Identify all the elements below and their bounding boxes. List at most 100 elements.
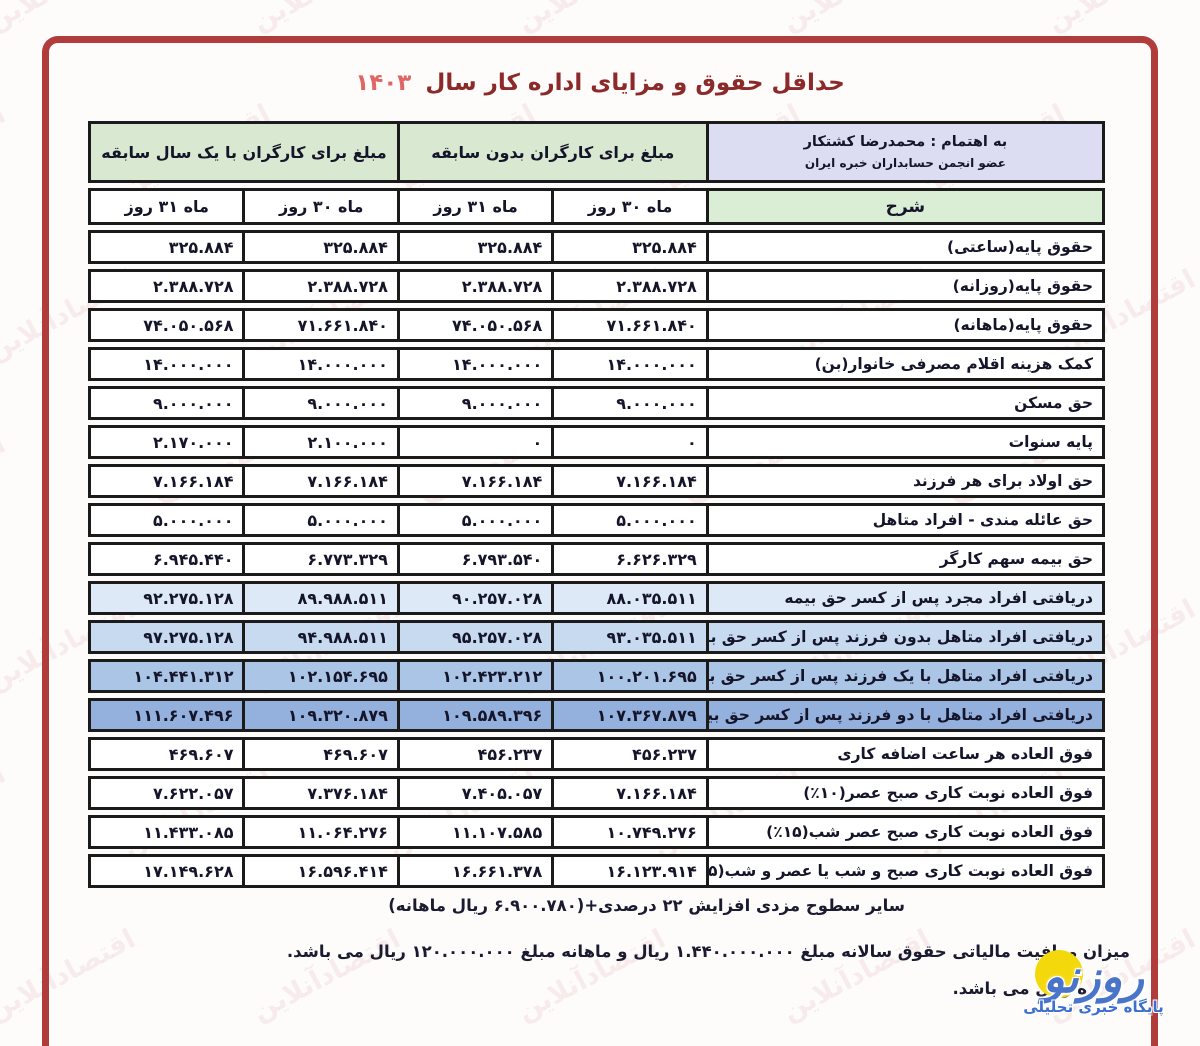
- table-row: حق مسکن ۹.۰۰۰.۰۰۰ ۹.۰۰۰.۰۰۰ ۹.۰۰۰.۰۰۰ ۹.۰۰۰.…: [88, 386, 1105, 420]
- row-label: دریافتی افراد متاهل بدون فرزند پس از کسر…: [708, 628, 1093, 646]
- row-label: کمک هزینه اقلام مصرفی خانوار(بن): [814, 355, 1093, 373]
- row-label: فوق العاده نوبت کاری صبح و شب یا عصر و ش…: [708, 862, 1093, 880]
- logo-brand-text: روزنو: [1043, 950, 1144, 1003]
- table-row: حق اولاد برای هر فرزند ۷.۱۶۶.۱۸۴ ۷.۱۶۶.۱۸۴…: [88, 464, 1105, 498]
- table-row: کمک هزینه اقلام مصرفی خانوار(بن) ۱۴.۰۰۰.۰…: [88, 347, 1105, 381]
- rooznow-logo: روزنو پایگاه خبری تحلیلی: [991, 948, 1196, 1038]
- cell-with-31: ۷۴.۰۵۰.۵۶۸: [91, 311, 246, 339]
- cell-without-31: ۵.۰۰۰.۰۰۰: [400, 506, 555, 534]
- table-row: دریافتی افراد مجرد پس از کسر حق بیمه ۸۸.۰…: [88, 581, 1105, 615]
- cell-with-30: ۹.۰۰۰.۰۰۰: [245, 389, 400, 417]
- watermark-text: اقتصادآنلاین: [1042, 0, 1200, 37]
- table-row: دریافتی افراد متاهل با یک فرزند پس از کس…: [88, 659, 1105, 693]
- table-row: حقوق پایه(ساعتی) ۳۲۵.۸۸۴ ۳۲۵.۸۸۴ ۳۲۵.۸۸۴ ۳۲۵…: [88, 230, 1105, 264]
- table-row: فوق العاده هر ساعت اضافه کاری ۴۵۶.۲۳۷ ۴۵۶.…: [88, 737, 1105, 771]
- cell-without-30: ۰: [554, 428, 709, 456]
- cell-without-30: ۱۰۷.۳۶۷.۸۷۹: [554, 701, 709, 729]
- column-header-description: شرح: [708, 191, 1102, 222]
- cell-with-30: ۹۴.۹۸۸.۵۱۱: [245, 623, 400, 651]
- table-row: حق بیمه سهم کارگر ۶.۶۲۶.۳۲۹ ۶.۷۹۳.۵۴۰ ۶.۷۷۳…: [88, 542, 1105, 576]
- cell-without-30: ۹.۰۰۰.۰۰۰: [554, 389, 709, 417]
- cell-without-30: ۸۸.۰۳۵.۵۱۱: [554, 584, 709, 612]
- cell-with-30: ۶.۷۷۳.۳۲۹: [245, 545, 400, 573]
- cell-with-30: ۷.۳۷۶.۱۸۴: [245, 779, 400, 807]
- watermark-text: اقتصادآنلاین: [777, 0, 935, 37]
- table-group-header-row: به اهتمام : محمدرضا کشتکار عضو انجمن حسا…: [88, 121, 1105, 183]
- cell-without-31: ۰: [400, 428, 555, 456]
- cell-without-31: ۹۵.۲۵۷.۰۲۸: [400, 623, 555, 651]
- row-label: حق مسکن: [1014, 394, 1093, 412]
- footnote-tax-exemption: میزان معافیت مالیاتی حقوق سالانه مبلغ ۱.…: [286, 942, 1130, 961]
- row-label: حقوق پایه(روزانه): [952, 277, 1093, 295]
- cell-without-31: ۲.۳۸۸.۷۲۸: [400, 272, 555, 300]
- table-subheader-row: شرح ماه ۳۰ روز ماه ۳۱ روز ماه ۳۰ روز ماه…: [88, 188, 1105, 225]
- cell-with-30: ۷.۱۶۶.۱۸۴: [245, 467, 400, 495]
- cell-without-31: ۹.۰۰۰.۰۰۰: [400, 389, 555, 417]
- row-label: فوق العاده نوبت کاری صبح عصر شب(۱۵٪): [766, 823, 1093, 841]
- cell-without-31: ۷.۱۶۶.۱۸۴: [400, 467, 555, 495]
- row-label: دریافتی افراد مجرد پس از کسر حق بیمه: [784, 589, 1093, 607]
- watermark-text: اقتصادآنلاین: [512, 0, 670, 37]
- page-border-frame: [42, 36, 1158, 1046]
- table-row: فوق العاده نوبت کاری صبح و شب یا عصر و ش…: [88, 854, 1105, 888]
- table-row: دریافتی افراد متاهل بدون فرزند پس از کسر…: [88, 620, 1105, 654]
- cell-with-30: ۱۱.۰۶۴.۲۷۶: [245, 818, 400, 846]
- cell-without-31: ۶.۷۹۳.۵۴۰: [400, 545, 555, 573]
- attribution-line1: به اهتمام : محمدرضا کشتکار: [803, 134, 1008, 151]
- cell-with-30: ۱۰۹.۳۲۰.۸۷۹: [245, 701, 400, 729]
- cell-with-31: ۲.۱۷۰.۰۰۰: [91, 428, 246, 456]
- row-label: دریافتی افراد متاهل با یک فرزند پس از کس…: [708, 667, 1093, 685]
- table-row: حق عائله مندی - افراد متاهل ۵.۰۰۰.۰۰۰ ۵.۰۰…: [88, 503, 1105, 537]
- watermark-text: اقتصادآنلاین: [247, 0, 405, 37]
- row-label: حق بیمه سهم کارگر: [939, 550, 1093, 568]
- cell-with-31: ۵.۰۰۰.۰۰۰: [91, 506, 246, 534]
- footnote-other-wage-levels: سایر سطوح مزدی افزایش ۲۲ درصدی+(۶.۹۰۰.۷۸…: [388, 896, 905, 915]
- cell-with-30: ۲.۳۸۸.۷۲۸: [245, 272, 400, 300]
- cell-without-30: ۶.۶۲۶.۳۲۹: [554, 545, 709, 573]
- cell-with-30: ۵.۰۰۰.۰۰۰: [245, 506, 400, 534]
- cell-with-30: ۱۶.۵۹۶.۴۱۴: [245, 857, 400, 885]
- column-header-with-30: ماه ۳۰ روز: [245, 191, 400, 222]
- cell-without-30: ۱۰.۷۴۹.۲۷۶: [554, 818, 709, 846]
- cell-without-31: ۴۵۶.۲۳۷: [400, 740, 555, 768]
- cell-without-30: ۱۶.۱۲۳.۹۱۴: [554, 857, 709, 885]
- table-row: پایه سنوات ۰ ۰ ۲.۱۰۰.۰۰۰ ۲.۱۷۰.۰۰۰: [88, 425, 1105, 459]
- cell-without-30: ۷۱.۶۶۱.۸۴۰: [554, 311, 709, 339]
- cell-with-31: ۷.۱۶۶.۱۸۴: [91, 467, 246, 495]
- watermark-text: اقتصادآنلاین: [0, 98, 11, 203]
- watermark-text: اقتصادآنلاین: [0, 758, 11, 863]
- row-label: دریافتی افراد متاهل با دو فرزند پس از کس…: [708, 706, 1093, 724]
- attribution-cell: به اهتمام : محمدرضا کشتکار عضو انجمن حسا…: [708, 124, 1102, 180]
- row-label: حقوق پایه(ساعتی): [947, 238, 1093, 256]
- column-header-without-30: ماه ۳۰ روز: [554, 191, 709, 222]
- cell-with-31: ۱۰۴.۴۴۱.۳۱۲: [91, 662, 246, 690]
- cell-without-30: ۲.۳۸۸.۷۲۸: [554, 272, 709, 300]
- row-label: حق عائله مندی - افراد متاهل: [872, 511, 1093, 529]
- page-title-text: حداقل حقوق و مزایای اداره کار سال: [425, 70, 845, 96]
- cell-without-30: ۳۲۵.۸۸۴: [554, 233, 709, 261]
- cell-with-31: ۷.۶۲۲.۰۵۷: [91, 779, 246, 807]
- cell-without-31: ۱۴.۰۰۰.۰۰۰: [400, 350, 555, 378]
- table-row: حقوق پایه(روزانه) ۲.۳۸۸.۷۲۸ ۲.۳۸۸.۷۲۸ ۲.۳۸۸…: [88, 269, 1105, 303]
- salary-table: به اهتمام : محمدرضا کشتکار عضو انجمن حسا…: [88, 121, 1105, 893]
- cell-without-31: ۹۰.۲۵۷.۰۲۸: [400, 584, 555, 612]
- cell-without-31: ۳۲۵.۸۸۴: [400, 233, 555, 261]
- cell-with-31: ۹.۰۰۰.۰۰۰: [91, 389, 246, 417]
- cell-without-31: ۱۰۹.۵۸۹.۳۹۶: [400, 701, 555, 729]
- row-label: پایه سنوات: [1008, 433, 1093, 451]
- cell-with-30: ۷۱.۶۶۱.۸۴۰: [245, 311, 400, 339]
- table-row: فوق العاده نوبت کاری صبح عصر(۱۰٪) ۷.۱۶۶.۱…: [88, 776, 1105, 810]
- column-header-without-31: ماه ۳۱ روز: [399, 191, 555, 222]
- cell-without-30: ۷.۱۶۶.۱۸۴: [554, 467, 709, 495]
- table-body: حقوق پایه(ساعتی) ۳۲۵.۸۸۴ ۳۲۵.۸۸۴ ۳۲۵.۸۸۴ ۳۲۵…: [88, 230, 1105, 888]
- group-header-without-experience: مبلغ برای کارگران بدون سابقه: [399, 124, 709, 180]
- table-row: دریافتی افراد متاهل با دو فرزند پس از کس…: [88, 698, 1105, 732]
- watermark-text: اقتصادآنلاین: [0, 428, 11, 533]
- row-label: فوق العاده نوبت کاری صبح عصر(۱۰٪): [803, 784, 1093, 802]
- cell-without-30: ۷.۱۶۶.۱۸۴: [554, 779, 709, 807]
- group-header-with-experience: مبلغ برای کارگران با یک سال سابقه: [91, 124, 400, 180]
- cell-with-30: ۳۲۵.۸۸۴: [245, 233, 400, 261]
- cell-without-31: ۱۱.۱۰۷.۵۸۵: [400, 818, 555, 846]
- cell-with-31: ۹۲.۲۷۵.۱۲۸: [91, 584, 246, 612]
- cell-with-31: ۶.۹۴۵.۴۴۰: [91, 545, 246, 573]
